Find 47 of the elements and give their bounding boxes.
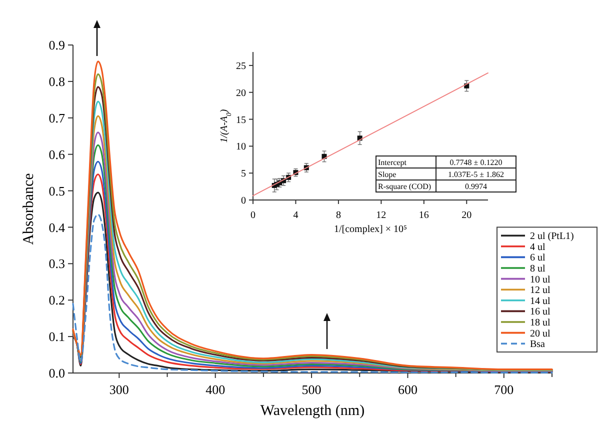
x-tick-label: 700 — [494, 382, 514, 397]
y-tick-label: 0.5 — [48, 183, 65, 198]
annotation: 0.9974 — [465, 182, 487, 191]
y-tick-label: 25 — [236, 60, 246, 72]
annotation: R-square (COD) — [378, 182, 432, 191]
x-tick-label: 16 — [418, 210, 429, 221]
legend-label: Bsa — [530, 339, 546, 350]
y-tick-label: 0.1 — [48, 329, 65, 344]
x-axis-title: 1/[complex] × 10⁵ — [334, 224, 407, 235]
annotation: Slope — [378, 170, 397, 179]
legend-label: 2 ul (PtL1) — [530, 231, 574, 242]
y-tick-label: 10 — [236, 142, 246, 153]
x-tick-label: 500 — [302, 382, 322, 397]
x-tick-label: 0 — [250, 210, 256, 221]
y-tick-label: 0.0 — [48, 366, 65, 381]
x-tick-label: 600 — [398, 382, 418, 397]
legend-label: 8 ul — [530, 264, 546, 274]
annotation: 0.7748 ± 0.1220 — [450, 158, 502, 167]
y-tick-label: 15 — [236, 114, 246, 126]
y-tick-label: 5 — [241, 168, 246, 180]
legend-label: 20 ul — [530, 328, 550, 340]
y-tick-label: 0.8 — [48, 74, 65, 89]
legend-label: 12 ul — [530, 285, 550, 296]
legend-label: 18 ul — [530, 318, 550, 328]
y-tick-label: 0.4 — [48, 220, 66, 235]
y-tick-label: 0.3 — [48, 256, 65, 272]
annotation: Intercept — [378, 158, 408, 167]
x-tick-label: 12 — [376, 210, 386, 221]
x-tick-label: 4 — [293, 210, 298, 221]
legend-label: 4 ul — [530, 242, 546, 253]
y-tick-label: 0.2 — [48, 292, 65, 308]
y-tick-label: 0.9 — [48, 38, 65, 53]
annotation: 1.037E-5 ± 1.862 — [448, 170, 504, 179]
x-tick-label: 20 — [462, 210, 472, 221]
legend-label: 16 ul — [530, 306, 550, 318]
legend-label: 14 ul — [530, 296, 550, 307]
y-tick-label: 0 — [241, 196, 246, 206]
x-axis-title: Wavelength (nm) — [260, 403, 365, 419]
y-tick-label: 0.7 — [48, 110, 66, 126]
legend-label: 6 ul — [530, 252, 546, 264]
y-axis-title: Absorbance — [21, 172, 37, 245]
x-tick-label: 400 — [206, 382, 226, 397]
x-tick-label: 300 — [109, 382, 129, 397]
y-tick-label: 0.6 — [48, 146, 66, 162]
x-tick-label: 8 — [336, 210, 341, 221]
legend-label: 10 ul — [530, 274, 550, 286]
y-tick-label: 20 — [236, 88, 246, 99]
